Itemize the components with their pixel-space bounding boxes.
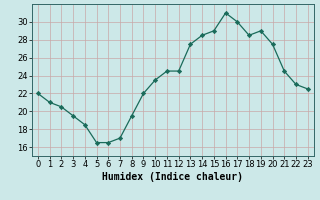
X-axis label: Humidex (Indice chaleur): Humidex (Indice chaleur): [102, 172, 243, 182]
